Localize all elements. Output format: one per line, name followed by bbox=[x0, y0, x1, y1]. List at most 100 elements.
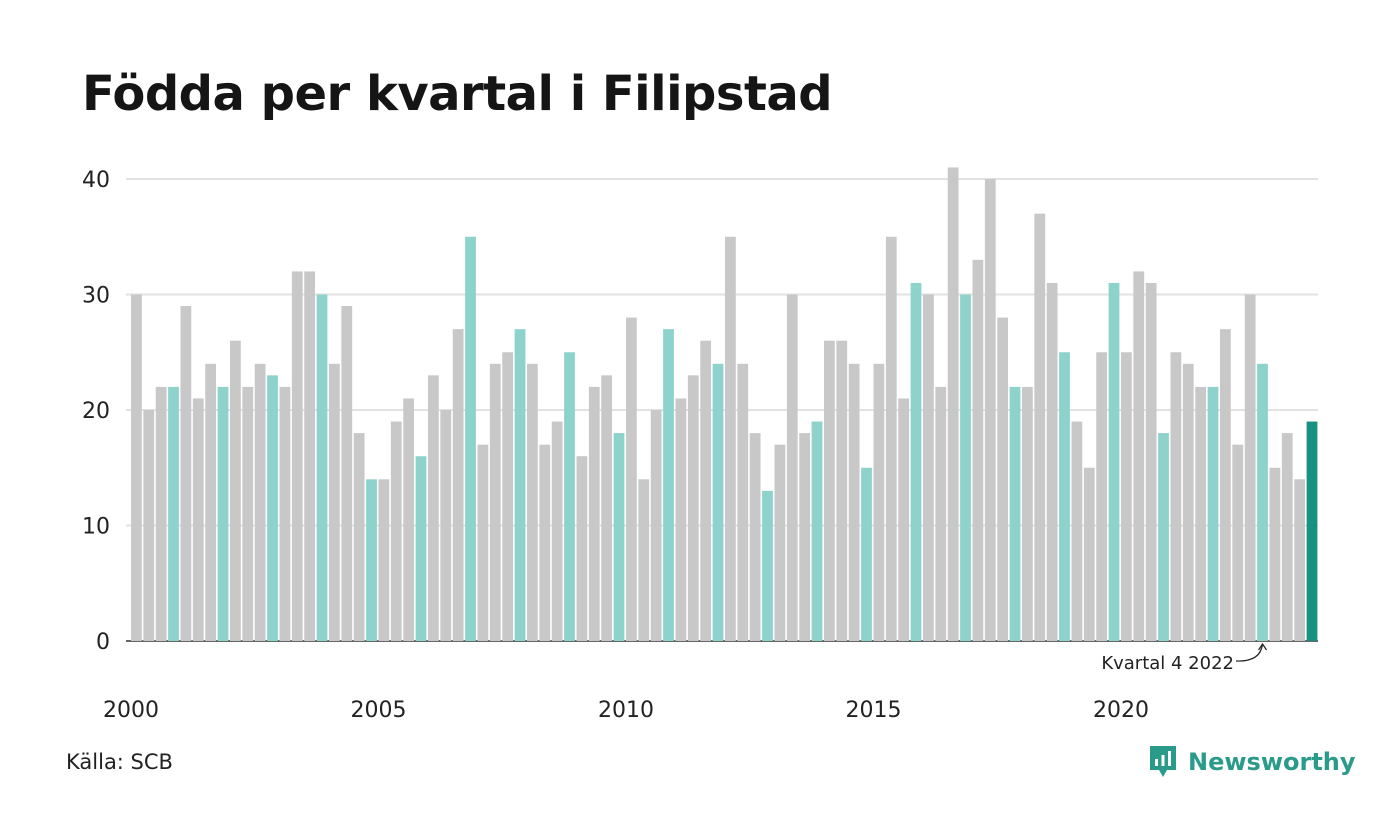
bar bbox=[502, 352, 514, 641]
bar bbox=[576, 456, 588, 641]
bar bbox=[1220, 329, 1231, 641]
bar bbox=[316, 294, 328, 641]
annotation: Kvartal 4 2022 bbox=[1101, 642, 1268, 674]
y-tick-label: 20 bbox=[82, 399, 110, 424]
bar bbox=[205, 363, 217, 641]
chart-title: Födda per kvartal i Filipstad bbox=[82, 66, 833, 122]
bar bbox=[1269, 467, 1281, 641]
y-tick-label: 10 bbox=[82, 515, 110, 540]
bar bbox=[527, 363, 538, 641]
bar bbox=[626, 317, 637, 641]
bar bbox=[242, 386, 254, 641]
bar bbox=[960, 294, 971, 641]
bar bbox=[341, 306, 353, 641]
bar bbox=[935, 386, 947, 641]
newsworthy-logo: Newsworthy bbox=[1148, 744, 1356, 780]
bar bbox=[230, 340, 241, 641]
bar bbox=[861, 467, 872, 641]
newsworthy-logo-icon bbox=[1150, 746, 1176, 777]
bar bbox=[1108, 282, 1120, 641]
bar bbox=[428, 375, 439, 641]
bar bbox=[910, 282, 922, 641]
bar bbox=[836, 340, 848, 641]
x-tick-label: 2015 bbox=[846, 698, 902, 723]
bars bbox=[131, 167, 1318, 641]
y-tick-label: 0 bbox=[96, 630, 110, 655]
bar bbox=[885, 236, 897, 641]
bar bbox=[415, 456, 427, 641]
bar bbox=[465, 236, 476, 641]
bar bbox=[972, 259, 984, 641]
bar bbox=[824, 340, 835, 641]
bar bbox=[1158, 433, 1169, 641]
annotation-arrow bbox=[1235, 643, 1264, 662]
bar bbox=[1170, 352, 1182, 641]
bar bbox=[811, 421, 823, 641]
x-tick-label: 2005 bbox=[351, 698, 407, 723]
bar bbox=[180, 306, 192, 641]
bar bbox=[923, 294, 934, 641]
bar bbox=[564, 352, 575, 641]
bar bbox=[477, 444, 489, 641]
bar bbox=[1257, 363, 1268, 641]
bar bbox=[1207, 386, 1219, 641]
bar bbox=[131, 294, 142, 641]
bar bbox=[898, 398, 910, 641]
bar bbox=[143, 410, 155, 641]
bar bbox=[1306, 421, 1318, 641]
bar bbox=[279, 386, 291, 641]
bar bbox=[329, 363, 340, 641]
bar bbox=[786, 294, 798, 641]
bar bbox=[700, 340, 712, 641]
bar bbox=[1281, 433, 1293, 641]
x-tick-label: 2020 bbox=[1093, 698, 1149, 723]
bar bbox=[1034, 213, 1046, 641]
bar bbox=[613, 433, 625, 641]
bar bbox=[588, 386, 600, 641]
x-tick-label: 2000 bbox=[103, 698, 159, 723]
bar bbox=[1096, 352, 1108, 641]
bar bbox=[217, 386, 229, 641]
bar bbox=[1121, 352, 1132, 641]
bar bbox=[1182, 363, 1194, 641]
bar bbox=[984, 179, 996, 641]
y-tick-label: 30 bbox=[82, 284, 110, 309]
bar bbox=[1009, 386, 1021, 641]
bar bbox=[1232, 444, 1244, 641]
bar bbox=[1071, 421, 1083, 641]
bar bbox=[366, 479, 377, 641]
x-tick-label: 2010 bbox=[598, 698, 654, 723]
bar bbox=[663, 329, 674, 641]
brand-name: Newsworthy bbox=[1188, 748, 1356, 776]
bar bbox=[267, 375, 278, 641]
bar bbox=[514, 329, 526, 641]
bar bbox=[304, 271, 316, 641]
bar bbox=[675, 398, 687, 641]
bar bbox=[1133, 271, 1145, 641]
bar bbox=[799, 433, 811, 641]
bar bbox=[762, 490, 773, 641]
annotation-arrowhead bbox=[1258, 642, 1268, 651]
bar bbox=[291, 271, 303, 641]
y-axis-ticks: 0 10 20 30 40 bbox=[82, 168, 110, 655]
bar bbox=[489, 363, 501, 641]
source-label: Källa: SCB bbox=[66, 750, 173, 774]
bar bbox=[155, 386, 167, 641]
bar bbox=[168, 386, 179, 641]
bar bbox=[687, 375, 699, 641]
bar bbox=[1294, 479, 1306, 641]
bar bbox=[353, 433, 365, 641]
bar bbox=[873, 363, 885, 641]
bar bbox=[1046, 282, 1058, 641]
bar bbox=[997, 317, 1009, 641]
bar bbox=[1083, 467, 1095, 641]
bar bbox=[440, 410, 452, 641]
bar bbox=[1059, 352, 1070, 641]
x-axis-ticks: 2000 2005 2010 2015 2020 bbox=[103, 698, 1149, 723]
bar bbox=[650, 410, 662, 641]
bar bbox=[192, 398, 204, 641]
bar bbox=[1195, 386, 1207, 641]
bar bbox=[774, 444, 786, 641]
bar bbox=[712, 363, 724, 641]
